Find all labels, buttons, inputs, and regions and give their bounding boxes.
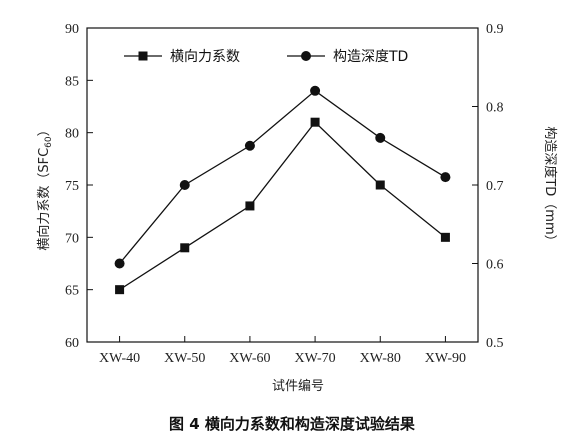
- legend-entry-1: 构造深度TD: [287, 49, 408, 65]
- y-axis-left-label: 横向力系数（SFC60）: [36, 123, 54, 250]
- y-left-tick-label: 80: [65, 127, 79, 142]
- series-1: [114, 85, 451, 269]
- legend-label-0: 横向力系数: [170, 49, 240, 65]
- series-0-point-0: [115, 285, 125, 295]
- series-1-point-1: [179, 180, 190, 190]
- x-tick-label: XW-60: [229, 351, 270, 366]
- legend-label-1: 构造深度TD: [333, 49, 408, 65]
- series-0-line: [119, 121, 446, 291]
- y-left-tick-label: 90: [65, 22, 79, 37]
- figure-caption: 图 4 横向力系数和构造深度试验结果: [169, 415, 416, 433]
- series-0-point-3: [310, 117, 320, 127]
- y-left-tick-label: 60: [65, 336, 79, 351]
- series-0-point-2: [245, 201, 255, 211]
- x-tick-label: XW-50: [164, 351, 205, 366]
- series-1-point-5: [440, 172, 451, 183]
- x-tick-label: XW-90: [425, 351, 466, 366]
- plot-frame: [86, 27, 479, 343]
- y-axis-left-label-close: ）: [37, 123, 52, 136]
- series-1-point-4: [375, 132, 386, 143]
- y-axis-right-label: 构造深度TD（mm）: [542, 126, 558, 247]
- series-0-point-4: [375, 180, 385, 190]
- y-right-tick-label: 0.6: [486, 258, 504, 273]
- series-1-point-2: [244, 140, 255, 151]
- series-0-point-5: [440, 232, 450, 242]
- y-left-tick-label: 70: [65, 231, 79, 246]
- legend-marker-0: [138, 51, 148, 61]
- x-tick-label: XW-80: [360, 351, 401, 366]
- y-left-tick-label: 65: [65, 284, 79, 299]
- x-tick-label: XW-70: [294, 351, 335, 366]
- series-layer: [114, 85, 451, 295]
- series-0-point-1: [180, 243, 190, 253]
- y-axis-left-label-subscript: 60: [44, 136, 54, 148]
- x-tick-label: XW-40: [99, 351, 140, 366]
- axis-ticks: 60 65 70 75 80 85 90 0.5 0.6 0.7 0.8 0.9 XW-40 XW-50 X…: [65, 22, 504, 366]
- y-right-tick-label: 0.7: [486, 179, 504, 194]
- series-1-point-0: [114, 258, 125, 269]
- y-right-tick-label: 0.5: [486, 336, 504, 351]
- y-left-tick-label: 85: [65, 74, 79, 89]
- series-0: [115, 117, 450, 295]
- x-axis-label: 试件编号: [272, 379, 324, 394]
- y-left-tick-label: 75: [65, 179, 79, 194]
- legend: 横向力系数 构造深度TD: [124, 49, 408, 65]
- series-1-point-3: [310, 85, 321, 96]
- legend-entry-0: 横向力系数: [124, 49, 240, 65]
- plot-axes: [86, 27, 479, 343]
- y-right-tick-label: 0.9: [486, 22, 504, 37]
- series-1-line: [119, 89, 446, 264]
- legend-marker-1: [301, 51, 311, 61]
- y-right-tick-label: 0.8: [486, 101, 504, 116]
